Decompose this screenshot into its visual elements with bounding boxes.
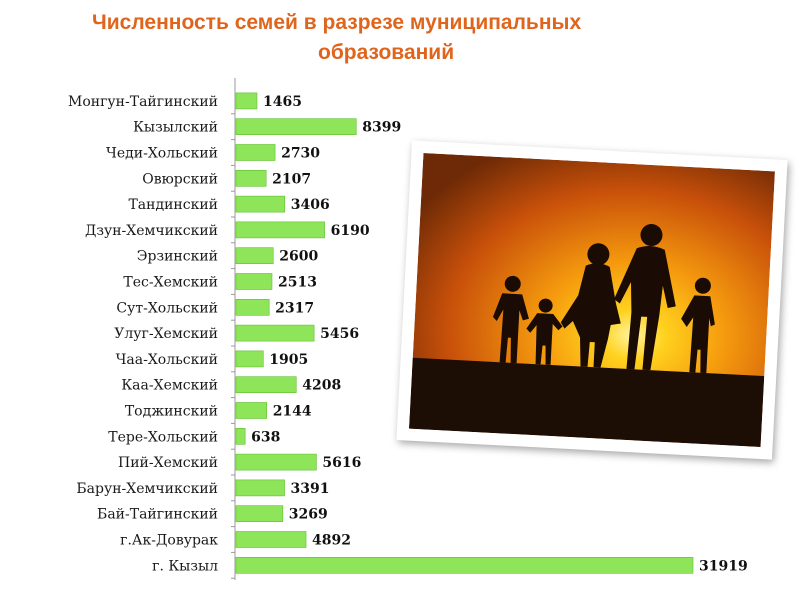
category-label: Дзун-Хемчикский [85, 223, 218, 239]
data-label: 4892 [312, 533, 351, 549]
category-label: Овюрский [142, 171, 218, 187]
family-sunset-photo-icon [409, 152, 775, 448]
data-label: 2144 [273, 404, 312, 420]
data-label: 1905 [269, 352, 308, 368]
data-label: 6190 [331, 223, 370, 239]
bar [235, 427, 246, 445]
family-photo [396, 140, 788, 460]
category-label: Чеди-Хольский [106, 146, 218, 162]
bar [235, 92, 258, 110]
bar [235, 556, 694, 574]
data-label: 1465 [263, 94, 302, 110]
data-label: 638 [251, 429, 280, 445]
bar [235, 505, 284, 523]
bar [235, 273, 273, 290]
category-label: Улуг-Хемский [114, 326, 218, 342]
category-label: Тере-Хольский [108, 429, 218, 445]
category-label: Сут-Хольский [116, 300, 218, 316]
data-label: 3391 [291, 481, 330, 497]
data-label: 2513 [278, 275, 317, 291]
bar [235, 247, 274, 264]
bar [235, 324, 315, 342]
data-label: 4208 [302, 378, 341, 394]
bar [235, 402, 267, 419]
data-label: 2600 [279, 249, 318, 265]
data-label: 3269 [289, 507, 328, 523]
bar [235, 195, 286, 213]
data-label: 2730 [281, 146, 320, 162]
category-label: Эрзинский [137, 249, 218, 265]
bar [235, 298, 270, 316]
category-label: Кызылский [133, 120, 218, 136]
data-label: 3406 [291, 197, 330, 213]
category-label: г. Кызыл [152, 558, 218, 574]
data-label: 8399 [362, 120, 401, 136]
bar [235, 221, 325, 239]
bar [235, 144, 276, 161]
category-label: г.Ак-Довурак [120, 533, 218, 549]
category-label: Тандинский [128, 197, 218, 213]
data-label: 5456 [320, 326, 359, 342]
bar [235, 118, 357, 135]
data-label: 2107 [272, 171, 311, 187]
category-label: Бай-Тайгинский [97, 507, 218, 523]
category-label: Тес-Хемский [123, 275, 218, 291]
chart-title-line2: образований [318, 41, 455, 64]
bar [235, 350, 264, 368]
bar [235, 531, 307, 548]
category-label: Каа-Хемский [121, 378, 218, 394]
data-label: 31919 [699, 558, 748, 574]
category-label: Тоджинский [125, 404, 218, 420]
bar [235, 453, 317, 471]
category-label: Монгун-Тайгинский [68, 94, 218, 110]
data-label: 5616 [322, 455, 361, 471]
chart-title-line1: Численность семей в разрезе муниципальны… [92, 11, 582, 34]
bar [235, 376, 297, 394]
bar [235, 479, 285, 497]
data-label: 2317 [275, 300, 314, 316]
bar [235, 170, 267, 187]
category-label: Пий-Хемский [118, 455, 218, 471]
category-label: Чаа-Хольский [116, 352, 218, 368]
category-label: Барун-Хемчикский [76, 481, 218, 497]
